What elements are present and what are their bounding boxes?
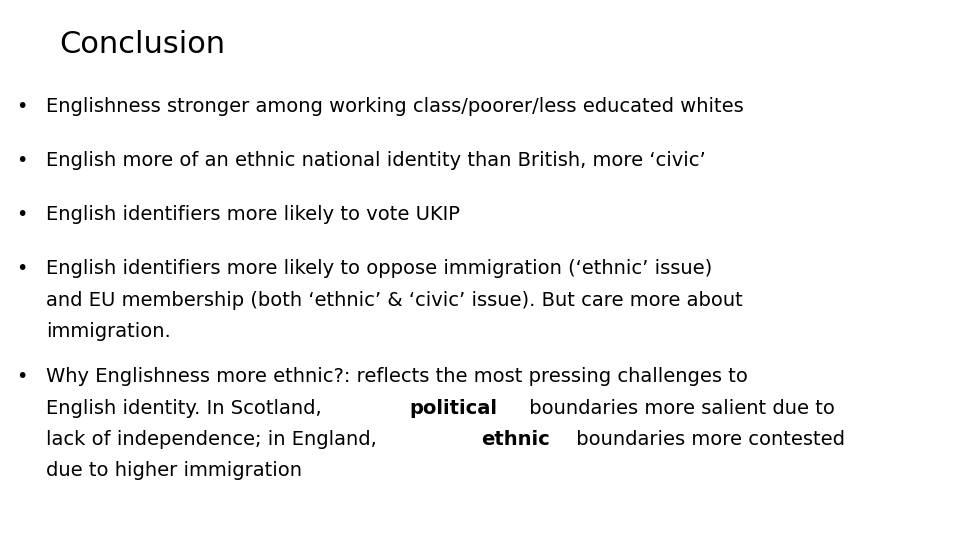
Text: due to higher immigration: due to higher immigration <box>46 461 302 480</box>
Text: English identifiers more likely to vote UKIP: English identifiers more likely to vote … <box>46 205 460 224</box>
Text: English more of an ethnic national identity than British, more ‘civic’: English more of an ethnic national ident… <box>46 151 706 170</box>
Text: boundaries more salient due to: boundaries more salient due to <box>523 399 835 417</box>
Text: Conclusion: Conclusion <box>60 30 226 59</box>
Text: boundaries more contested: boundaries more contested <box>569 430 845 449</box>
Text: political: political <box>410 399 498 417</box>
Text: •: • <box>17 205 35 224</box>
Text: Englishness stronger among working class/poorer/less educated whites: Englishness stronger among working class… <box>46 97 744 116</box>
Text: •: • <box>17 151 35 170</box>
Text: and EU membership (both ‘ethnic’ & ‘civic’ issue). But care more about: and EU membership (both ‘ethnic’ & ‘civi… <box>46 291 743 309</box>
Text: English identity. In Scotland,: English identity. In Scotland, <box>46 399 328 417</box>
Text: •: • <box>17 259 35 278</box>
Text: lack of independence; in England,: lack of independence; in England, <box>46 430 383 449</box>
Text: immigration.: immigration. <box>46 322 171 341</box>
Text: ethnic: ethnic <box>481 430 550 449</box>
Text: English identifiers more likely to oppose immigration (‘ethnic’ issue): English identifiers more likely to oppos… <box>46 259 712 278</box>
Text: Why Englishness more ethnic?: reflects the most pressing challenges to: Why Englishness more ethnic?: reflects t… <box>46 367 748 386</box>
Text: •: • <box>17 97 35 116</box>
Text: •: • <box>17 367 35 386</box>
